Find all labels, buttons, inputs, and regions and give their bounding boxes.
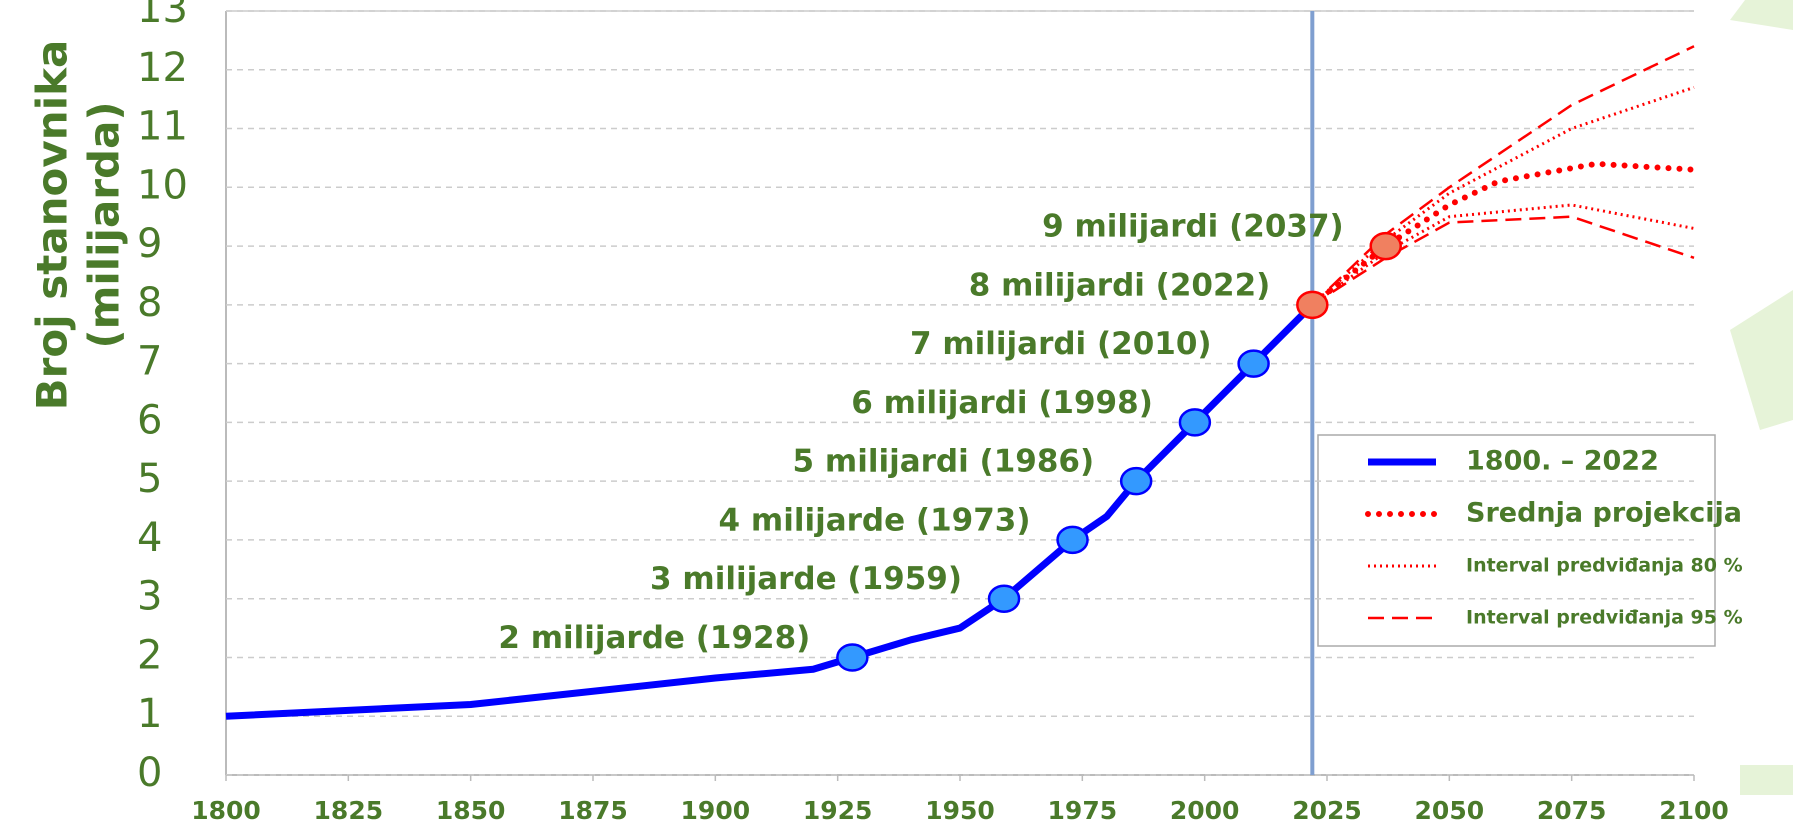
y-tick-label: 11 xyxy=(137,104,188,150)
y-tick-label: 9 xyxy=(137,221,162,267)
y-tick-label: 4 xyxy=(137,515,162,561)
x-tick-label: 1850 xyxy=(436,796,506,825)
y-axis-label-line: (milijarda) xyxy=(80,101,129,348)
y-tick-label: 5 xyxy=(137,456,162,502)
y-tick-label: 6 xyxy=(137,397,162,443)
legend-label: Interval predviđanja 95 % xyxy=(1466,607,1743,629)
y-tick-label: 3 xyxy=(137,574,162,620)
x-tick-label: 1875 xyxy=(558,796,628,825)
series-line xyxy=(1311,45,1695,306)
y-tick-label: 10 xyxy=(137,162,188,208)
x-tick-label: 2100 xyxy=(1659,796,1729,825)
x-tick-label: 1925 xyxy=(803,796,873,825)
x-tick-label: 2000 xyxy=(1170,796,1240,825)
x-tick-label: 2075 xyxy=(1537,796,1607,825)
y-axis-label-line: Broj stanovnika xyxy=(28,40,77,411)
milestone-label: 5 milijardi (1986) xyxy=(793,444,1095,480)
milestone-label: 8 milijardi (2022) xyxy=(969,267,1271,303)
milestone-marker xyxy=(987,584,1021,613)
x-tick-label: 1900 xyxy=(681,796,751,825)
legend-label: Interval predviđanja 80 % xyxy=(1466,555,1743,577)
milestone-marker xyxy=(836,643,869,672)
decor xyxy=(1740,765,1793,795)
x-tick-label: 2025 xyxy=(1292,796,1362,825)
y-tick-label: 12 xyxy=(137,45,188,91)
y-tick-label: 0 xyxy=(137,750,162,796)
milestone-label: 2 milijarde (1928) xyxy=(498,620,810,656)
milestone-marker xyxy=(1056,525,1089,555)
y-tick-label: 7 xyxy=(137,339,162,385)
x-tick-label: 2050 xyxy=(1415,796,1485,825)
x-tick-label: 1950 xyxy=(925,796,995,825)
legend-label: Srednja projekcija xyxy=(1466,498,1742,529)
decor xyxy=(1730,290,1793,430)
milestone-label: 9 milijardi (2037) xyxy=(1042,209,1344,245)
milestone-marker xyxy=(1369,231,1402,261)
series-line xyxy=(1311,85,1695,306)
series-line xyxy=(1311,203,1695,307)
y-tick-label: 13 xyxy=(137,0,188,32)
y-axis-label: Broj stanovnika (milijarda) xyxy=(28,40,129,411)
milestone-marker xyxy=(1237,349,1270,378)
milestone-marker xyxy=(1119,466,1153,496)
milestone-label: 6 milijardi (1998) xyxy=(851,385,1153,421)
x-tick-label: 1800 xyxy=(191,796,261,825)
x-tick-label: 1825 xyxy=(314,796,384,825)
series-line xyxy=(1311,215,1695,306)
milestone-label: 4 milijarde (1973) xyxy=(719,502,1031,538)
milestone-marker xyxy=(1296,290,1329,320)
milestone-label: 7 milijardi (2010) xyxy=(910,326,1212,362)
legend-label: 1800. – 2022 xyxy=(1466,446,1659,477)
y-tick-label: 2 xyxy=(137,632,162,678)
x-tick-label: 1975 xyxy=(1048,796,1118,825)
y-tick-label: 1 xyxy=(137,691,162,737)
series-line xyxy=(1309,160,1697,308)
milestone-marker xyxy=(1178,408,1212,437)
y-tick-label: 8 xyxy=(137,280,162,326)
decor xyxy=(1730,0,1793,30)
milestone-label: 3 milijarde (1959) xyxy=(650,561,962,597)
